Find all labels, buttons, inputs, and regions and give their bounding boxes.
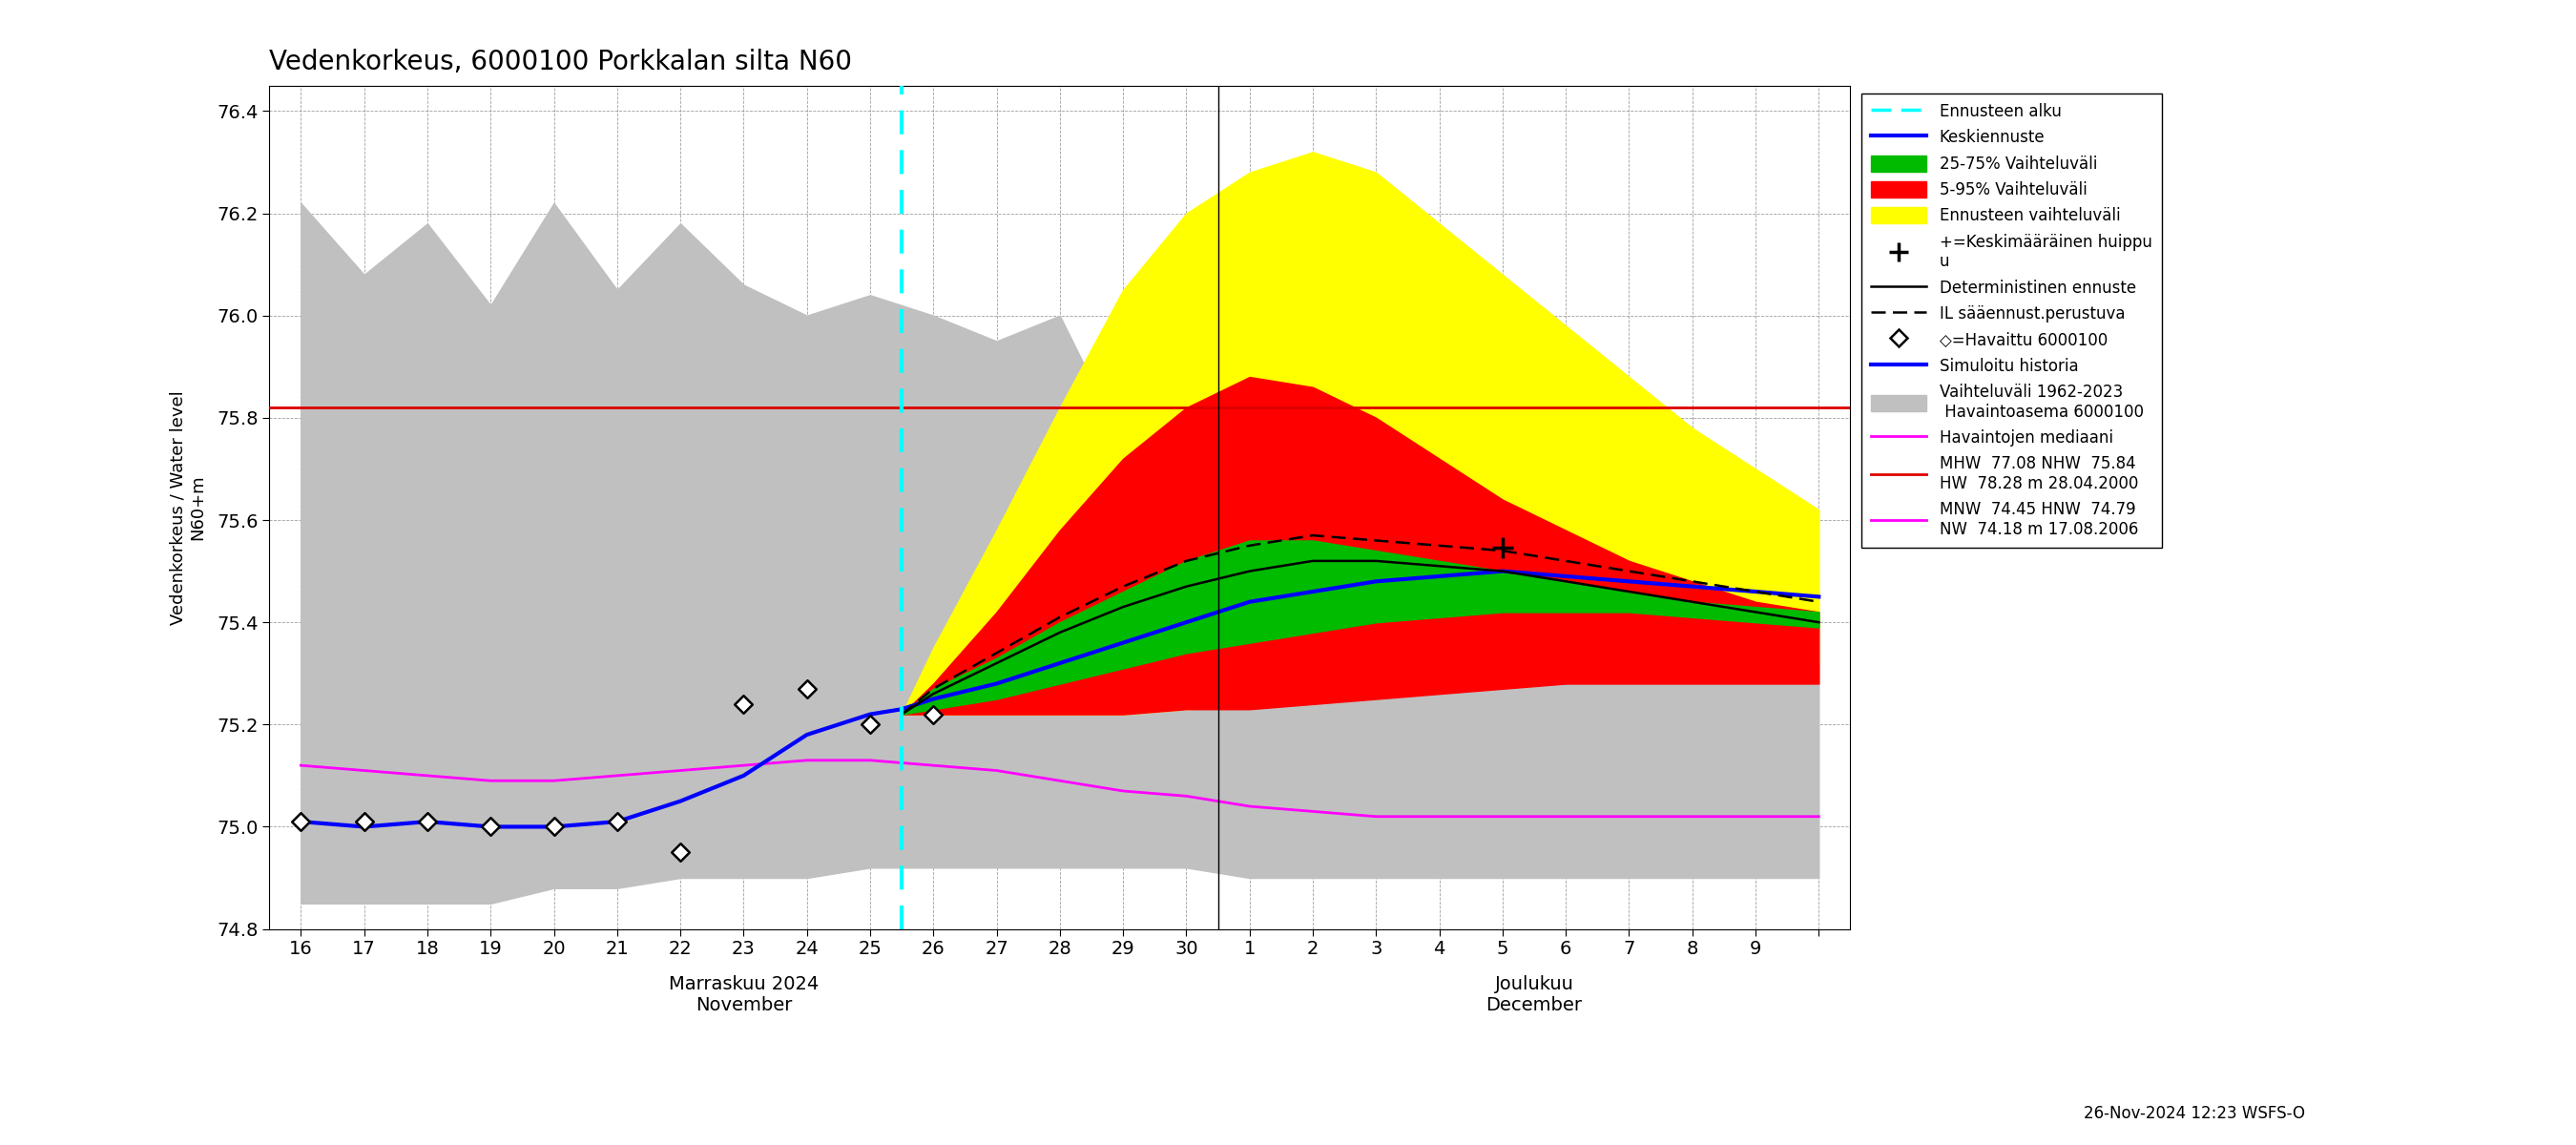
Text: Marraskuu 2024
November: Marraskuu 2024 November <box>670 976 819 1014</box>
Text: Joulukuu
December: Joulukuu December <box>1486 976 1582 1014</box>
Y-axis label: Vedenkorkeus / Water level
N60+m: Vedenkorkeus / Water level N60+m <box>170 390 206 624</box>
Point <box>724 695 765 713</box>
Text: Vedenkorkeus, 6000100 Porkkalan silta N60: Vedenkorkeus, 6000100 Porkkalan silta N6… <box>270 48 853 76</box>
Legend: Ennusteen alku, Keskiennuste, 25-75% Vaihteluväli, 5-95% Vaihteluväli, Ennusteen: Ennusteen alku, Keskiennuste, 25-75% Vai… <box>1862 94 2161 547</box>
Point <box>533 818 574 836</box>
Point <box>469 818 510 836</box>
Point <box>912 705 953 724</box>
Point <box>598 813 639 831</box>
Point <box>407 813 448 831</box>
Point <box>659 843 701 861</box>
Point <box>850 716 891 734</box>
Point <box>281 813 322 831</box>
Point <box>343 813 384 831</box>
Text: 26-Nov-2024 12:23 WSFS-O: 26-Nov-2024 12:23 WSFS-O <box>2084 1105 2306 1122</box>
Point <box>786 680 827 698</box>
